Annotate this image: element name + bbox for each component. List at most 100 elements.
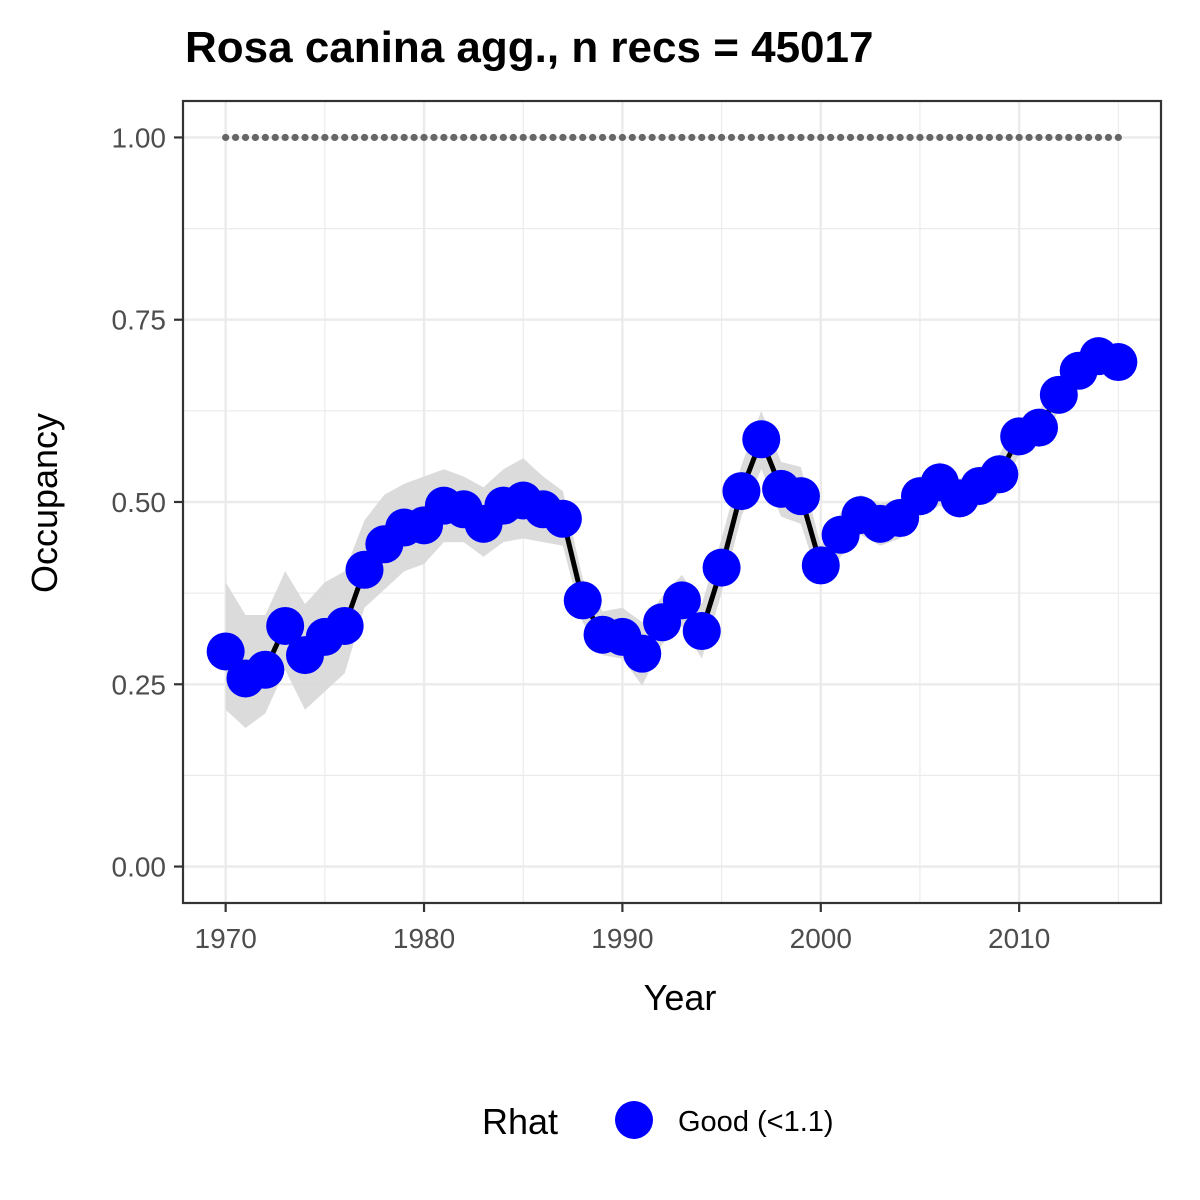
legend-title: Rhat <box>482 1101 558 1142</box>
reference-dot <box>628 133 636 142</box>
reference-dot <box>737 133 746 142</box>
reference-dot <box>598 133 607 142</box>
reference-dot <box>1015 133 1023 142</box>
reference-dot <box>539 133 547 142</box>
reference-dot <box>1075 133 1083 142</box>
data-point <box>623 634 662 673</box>
reference-dot <box>965 133 974 142</box>
reference-dot <box>1045 133 1053 142</box>
reference-dot <box>311 133 319 142</box>
reference-dot <box>440 133 448 142</box>
y-tick-label: 0.75 <box>112 305 167 336</box>
reference-dot <box>658 133 666 142</box>
y-tick-label: 0.25 <box>112 669 167 700</box>
reference-dot <box>231 133 240 142</box>
reference-dot <box>936 133 944 142</box>
reference-dot <box>509 133 517 142</box>
reference-dot <box>450 133 458 142</box>
data-point <box>722 472 761 511</box>
reference-dot <box>400 133 408 142</box>
y-axis-title: Occupancy <box>24 413 65 593</box>
x-tick-label: 1970 <box>195 923 257 954</box>
reference-dot <box>886 133 894 142</box>
reference-dot <box>1035 133 1043 142</box>
data-point <box>325 606 364 645</box>
reference-dot <box>916 133 924 142</box>
reference-dot <box>489 133 498 142</box>
x-tick-label: 2010 <box>988 923 1050 954</box>
reference-dot <box>708 133 716 142</box>
reference-dot <box>460 133 468 142</box>
reference-dot <box>589 133 597 142</box>
data-point <box>801 546 840 585</box>
reference-dot <box>390 133 398 142</box>
data-point <box>266 606 305 645</box>
reference-dot <box>321 133 329 142</box>
reference-dot <box>747 133 755 142</box>
y-tick-label: 1.00 <box>112 122 167 153</box>
reference-dot <box>222 133 230 142</box>
reference-dot <box>360 133 369 142</box>
reference-dot <box>807 133 815 142</box>
reference-dot <box>767 133 775 142</box>
x-axis-title: Year <box>644 977 717 1018</box>
reference-dot <box>1114 133 1122 142</box>
reference-dot <box>430 133 438 142</box>
data-point <box>662 581 701 620</box>
reference-dot <box>569 133 577 142</box>
reference-dot <box>757 133 765 142</box>
reference-dot <box>668 133 676 142</box>
reference-dot <box>1005 133 1013 142</box>
reference-dot <box>946 133 954 142</box>
data-point <box>1099 343 1138 382</box>
reference-dot <box>926 133 934 142</box>
reference-dot <box>638 133 646 142</box>
reference-dot <box>331 133 339 142</box>
x-tick-label: 2000 <box>790 923 852 954</box>
reference-dot <box>251 133 260 142</box>
data-point <box>206 632 245 671</box>
data-point <box>345 550 384 589</box>
reference-line-layer <box>222 133 1122 142</box>
x-tick-label: 1990 <box>591 923 653 954</box>
reference-dot <box>817 133 825 142</box>
reference-dot <box>519 133 527 142</box>
reference-dot <box>787 133 795 142</box>
reference-dot <box>827 133 835 142</box>
data-point <box>781 477 820 516</box>
reference-dot <box>777 133 785 142</box>
legend-key-point <box>615 1101 653 1139</box>
reference-dot <box>261 133 269 142</box>
data-point <box>980 455 1019 494</box>
legend: Rhat Good (<1.1) <box>482 1101 834 1142</box>
reference-dot <box>876 133 884 142</box>
reference-dot <box>837 133 845 142</box>
reference-dot <box>618 133 627 142</box>
reference-dot <box>410 133 418 142</box>
reference-dot <box>896 133 904 142</box>
reference-dot <box>688 133 696 142</box>
reference-dot <box>866 133 874 142</box>
reference-dot <box>985 133 994 142</box>
reference-dot <box>1104 133 1113 142</box>
data-points-layer <box>206 337 1138 698</box>
reference-dot <box>559 133 567 142</box>
reference-dot <box>608 133 617 142</box>
reference-dot <box>341 133 349 142</box>
reference-dot <box>1025 133 1033 142</box>
reference-dot <box>579 133 587 142</box>
reference-dot <box>648 133 656 142</box>
reference-dot <box>975 133 984 142</box>
reference-dot <box>1094 133 1103 142</box>
y-tick-label: 0.50 <box>112 487 167 518</box>
data-point <box>563 581 602 620</box>
reference-dot <box>301 133 309 142</box>
reference-dot <box>370 133 379 142</box>
reference-dot <box>350 133 359 142</box>
reference-dot <box>529 133 537 142</box>
reference-dot <box>1055 133 1063 142</box>
data-point <box>742 420 781 459</box>
data-point <box>682 612 721 651</box>
reference-dot <box>479 133 488 142</box>
